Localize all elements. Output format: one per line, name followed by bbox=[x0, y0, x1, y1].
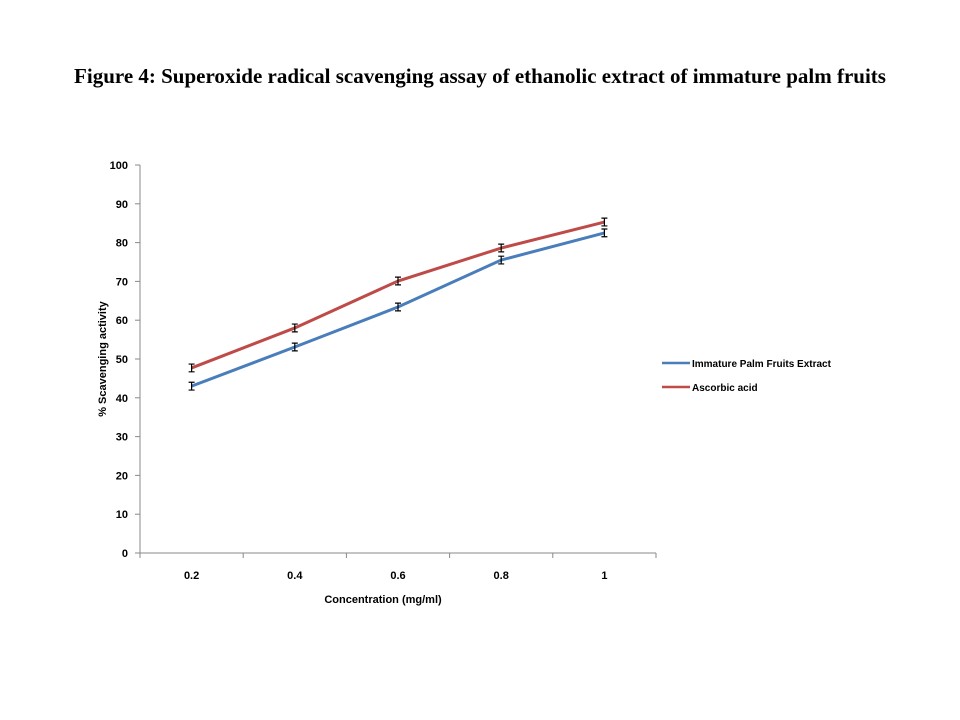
y-tick-label: 50 bbox=[116, 354, 128, 366]
y-axis-label: % Scavenging activity bbox=[97, 300, 109, 416]
error-bar bbox=[498, 243, 505, 253]
error-bar bbox=[291, 342, 298, 352]
error-bar bbox=[395, 302, 401, 312]
y-tick-label: 0 bbox=[122, 548, 128, 560]
error-bar bbox=[601, 217, 608, 227]
x-tick-label: 1 bbox=[601, 570, 607, 582]
y-tick-label: 10 bbox=[116, 509, 128, 521]
error-bar bbox=[601, 228, 608, 238]
legend-label: Immature Palm Fruits Extract bbox=[692, 359, 832, 370]
y-tick-label: 20 bbox=[116, 470, 128, 482]
error-bar bbox=[291, 323, 298, 333]
y-tick-label: 80 bbox=[116, 238, 128, 250]
x-axis-label: Concentration (mg/ml) bbox=[324, 594, 442, 606]
y-tick-label: 70 bbox=[116, 276, 128, 288]
x-tick-label: 0.6 bbox=[390, 570, 405, 582]
series-line bbox=[191, 220, 605, 370]
y-tick-label: 100 bbox=[110, 160, 128, 172]
y-tick-label: 30 bbox=[116, 432, 128, 444]
error-bar bbox=[188, 381, 195, 391]
x-tick-label: 0.8 bbox=[494, 570, 509, 582]
y-tick-label: 60 bbox=[116, 315, 128, 327]
chart-title: Figure 4: Superoxide radical scavenging … bbox=[74, 64, 886, 88]
x-tick-label: 0.4 bbox=[287, 570, 303, 582]
error-bar bbox=[498, 255, 505, 265]
y-tick-label: 90 bbox=[116, 199, 128, 211]
y-tick-label: 40 bbox=[116, 393, 128, 405]
error-bar bbox=[188, 363, 195, 373]
legend-label: Ascorbic acid bbox=[692, 383, 758, 394]
error-bar bbox=[395, 276, 401, 286]
x-tick-label: 0.2 bbox=[184, 570, 199, 582]
